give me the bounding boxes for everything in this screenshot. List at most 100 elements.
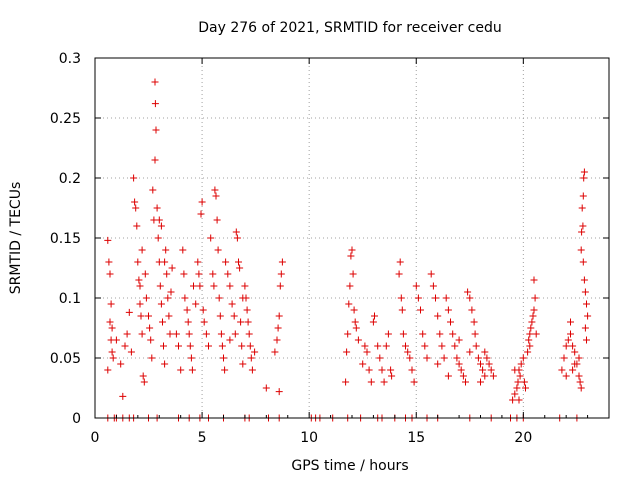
data-point	[525, 336, 533, 344]
data-point	[481, 372, 489, 380]
data-point	[514, 378, 522, 386]
data-point	[515, 396, 523, 404]
data-point	[217, 330, 225, 338]
data-point	[374, 342, 382, 350]
data-point	[346, 282, 354, 290]
data-point	[159, 318, 166, 326]
data-point	[477, 360, 484, 368]
data-point	[142, 294, 150, 302]
data-point	[348, 246, 356, 254]
data-point	[388, 372, 396, 380]
data-point	[185, 330, 193, 338]
data-point	[575, 372, 583, 380]
data-point	[567, 330, 574, 338]
data-point	[526, 342, 534, 350]
data-point	[530, 306, 538, 314]
data-point	[108, 324, 116, 332]
data-point	[432, 294, 439, 302]
data-point	[181, 294, 189, 302]
data-point	[575, 354, 583, 362]
data-point	[532, 330, 540, 338]
data-point	[164, 294, 172, 302]
y-tick-label: 0.05	[50, 351, 81, 367]
data-point	[569, 366, 577, 374]
data-point	[237, 318, 245, 326]
data-point	[442, 294, 450, 302]
data-point	[137, 312, 145, 320]
data-point	[440, 354, 448, 362]
data-point	[369, 318, 377, 326]
data-point	[584, 312, 592, 320]
data-point	[434, 312, 442, 320]
data-point	[414, 294, 422, 302]
data-point	[134, 258, 142, 266]
data-point	[271, 348, 279, 356]
data-point	[485, 360, 493, 368]
data-point	[194, 258, 202, 266]
data-point	[187, 354, 195, 362]
data-point	[581, 288, 589, 296]
data-point	[470, 318, 478, 326]
data-point	[344, 330, 352, 338]
data-point	[106, 318, 114, 326]
data-point	[579, 192, 587, 200]
data-point	[577, 246, 585, 254]
data-point	[562, 372, 570, 380]
data-point	[474, 354, 482, 362]
data-point	[136, 300, 144, 308]
data-point	[246, 342, 254, 350]
data-point	[438, 342, 446, 350]
data-point	[278, 258, 286, 266]
data-point	[466, 294, 474, 302]
data-point	[165, 312, 173, 320]
data-point	[447, 318, 454, 326]
data-point	[274, 324, 282, 332]
data-point	[481, 348, 489, 356]
data-point	[210, 282, 218, 290]
data-point	[162, 246, 170, 254]
data-point	[453, 354, 461, 362]
x-tick-label: 10	[300, 430, 318, 446]
data-point	[230, 312, 238, 320]
y-tick-label: 0	[72, 411, 81, 427]
data-point	[434, 360, 442, 368]
data-point	[196, 282, 204, 290]
data-point	[404, 348, 412, 356]
data-point	[220, 354, 227, 362]
data-point	[455, 336, 463, 344]
data-point	[205, 342, 212, 350]
data-point	[579, 222, 587, 230]
data-point	[477, 378, 484, 386]
data-point	[108, 348, 116, 356]
data-point	[119, 392, 127, 400]
data-point	[408, 366, 416, 374]
data-point	[157, 300, 165, 308]
data-point	[558, 366, 566, 374]
data-point	[378, 366, 386, 374]
data-point	[239, 360, 247, 368]
data-point	[564, 336, 572, 344]
data-point	[130, 174, 138, 182]
data-point	[226, 282, 234, 290]
data-point	[275, 388, 283, 396]
data-point	[151, 78, 159, 86]
data-point	[396, 258, 404, 266]
data-point	[199, 306, 207, 314]
data-points	[104, 78, 592, 422]
data-point	[157, 222, 165, 230]
data-point	[216, 312, 224, 320]
data-point	[423, 354, 431, 362]
data-point	[156, 282, 164, 290]
data-point	[238, 342, 246, 350]
data-point	[576, 378, 584, 386]
data-point	[489, 372, 497, 380]
data-point	[109, 354, 117, 362]
data-point	[529, 312, 537, 320]
data-point	[226, 336, 234, 344]
data-point	[567, 318, 574, 326]
data-point	[160, 342, 167, 350]
data-point	[167, 288, 175, 296]
data-point	[519, 354, 527, 362]
data-point	[218, 342, 226, 350]
data-point	[455, 360, 463, 368]
